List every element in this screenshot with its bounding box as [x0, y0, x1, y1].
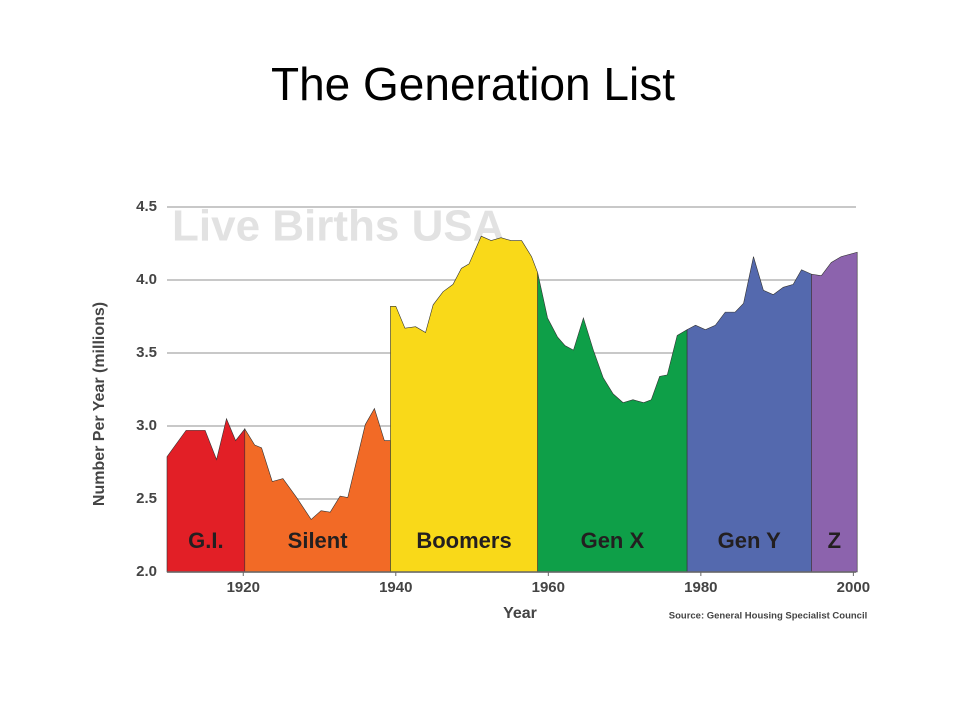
x-axis-label: Year [503, 605, 537, 622]
area [686, 256, 812, 573]
x-tick-label: 1940 [379, 579, 412, 596]
y-axis-label: Number Per Year (millions) [91, 302, 108, 506]
series-label: Gen X [581, 528, 645, 553]
area [390, 235, 538, 573]
area [244, 407, 391, 573]
y-tick-label: 4.0 [136, 271, 157, 288]
slide-title: The Generation List [271, 58, 675, 110]
series-label: Z [828, 528, 841, 553]
series-label: Boomers [416, 528, 511, 553]
plot: G.I. Silent Boomers Gen X Gen Y Z [166, 206, 858, 576]
y-tick-label: 3.5 [136, 344, 157, 361]
source: Source: General Housing Specialist Counc… [669, 611, 868, 622]
x-tick-label: 1980 [684, 579, 717, 596]
y-tick-label: 3.0 [136, 417, 157, 434]
series-label: G.I. [188, 528, 223, 553]
area [811, 251, 858, 573]
area [537, 272, 688, 573]
chart-title: Live Births USA [172, 202, 505, 251]
series-label: Silent [288, 528, 349, 553]
series-label: Gen Y [718, 528, 782, 553]
y-tick-label: 2.5 [136, 490, 157, 507]
x-tick-label: 1960 [532, 579, 565, 596]
y-tick-label: 4.5 [136, 198, 157, 215]
y-tick-label: 2.0 [136, 563, 157, 580]
x-tick-label: 1920 [227, 579, 260, 596]
x-tick-label: 2000 [837, 579, 870, 596]
